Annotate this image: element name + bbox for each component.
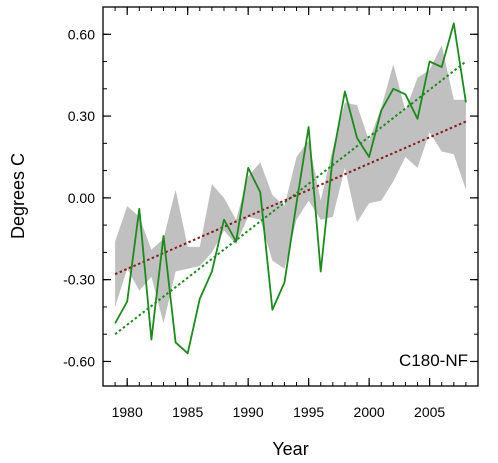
panel-label: C180-NF — [399, 351, 468, 370]
x-tick-label: 2005 — [414, 404, 445, 420]
x-tick-label: 1985 — [172, 404, 203, 420]
y-tick-label: 0.60 — [68, 26, 95, 42]
plot-frame — [102, 6, 479, 387]
plot-area — [114, 22, 467, 355]
x-tick-label: 1995 — [293, 404, 324, 420]
x-tick-label: 1980 — [112, 404, 143, 420]
x-tick-label: 1990 — [233, 404, 264, 420]
y-axis-ticks: 0.60 0.30 0.00 -0.30 -0.60 — [63, 26, 478, 369]
x-tick-label: 2000 — [354, 404, 385, 420]
y-tick-label: 0.00 — [68, 190, 95, 206]
y-tick-label: -0.60 — [63, 353, 95, 369]
y-tick-label: 0.30 — [68, 108, 95, 124]
spread-band — [115, 45, 466, 324]
band-trend-line — [114, 120, 467, 276]
y-tick-label: -0.30 — [63, 272, 95, 288]
y-axis-title: Degrees C — [8, 153, 28, 239]
x-axis-title: Year — [272, 439, 308, 459]
series-line-0 — [114, 22, 467, 355]
x-axis-ticks: 1980 1985 1990 1995 2000 2005 — [112, 7, 467, 420]
